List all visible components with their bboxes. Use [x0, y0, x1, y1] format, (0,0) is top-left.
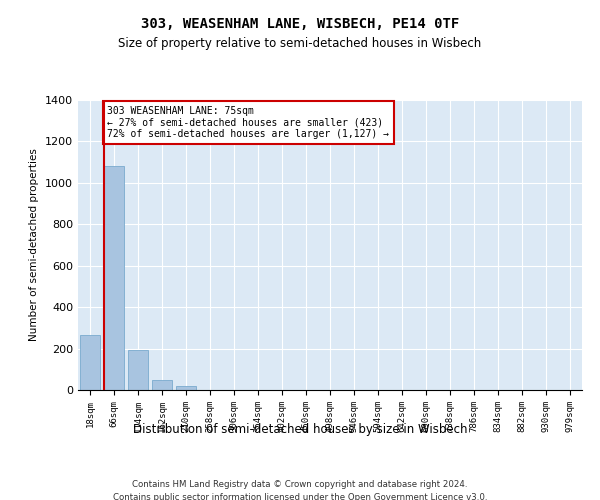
Bar — [128, 350, 148, 390]
Y-axis label: Number of semi-detached properties: Number of semi-detached properties — [29, 148, 40, 342]
Bar — [104, 166, 124, 390]
Text: 303, WEASENHAM LANE, WISBECH, PE14 0TF: 303, WEASENHAM LANE, WISBECH, PE14 0TF — [141, 18, 459, 32]
Bar — [80, 335, 100, 390]
Bar — [176, 386, 196, 390]
Text: 303 WEASENHAM LANE: 75sqm
← 27% of semi-detached houses are smaller (423)
72% of: 303 WEASENHAM LANE: 75sqm ← 27% of semi-… — [107, 106, 389, 140]
Text: Contains HM Land Registry data © Crown copyright and database right 2024.
Contai: Contains HM Land Registry data © Crown c… — [113, 480, 487, 500]
Bar — [152, 380, 172, 390]
Text: Distribution of semi-detached houses by size in Wisbech: Distribution of semi-detached houses by … — [133, 422, 467, 436]
Text: Size of property relative to semi-detached houses in Wisbech: Size of property relative to semi-detach… — [118, 38, 482, 51]
